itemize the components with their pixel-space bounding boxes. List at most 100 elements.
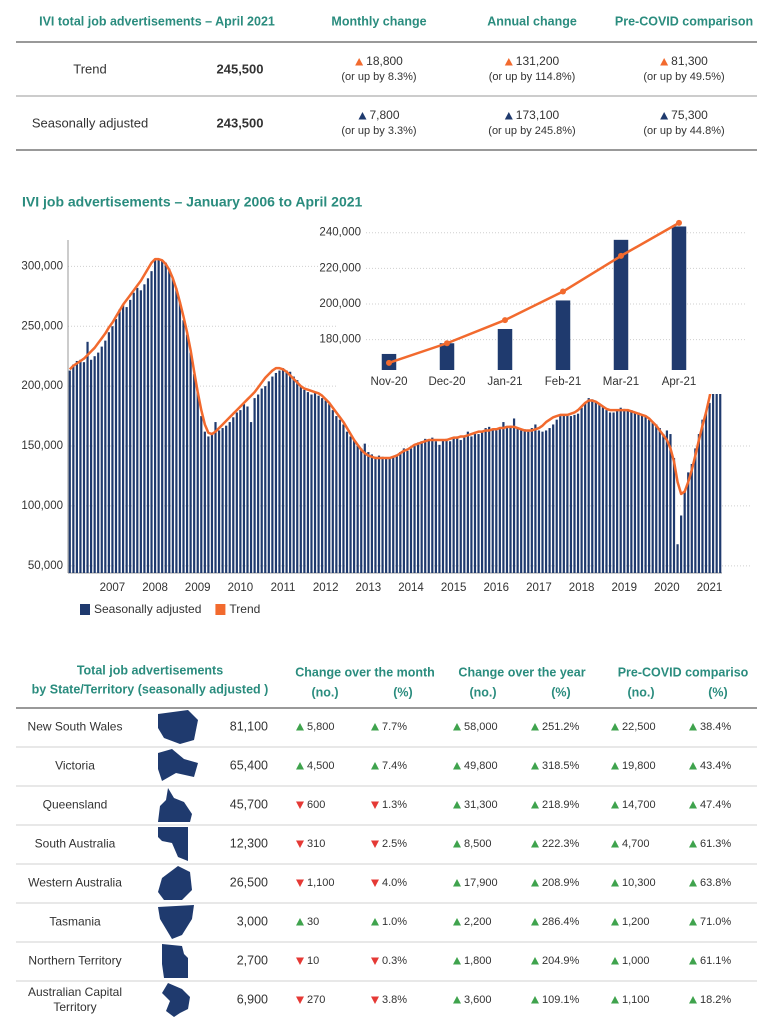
bar bbox=[601, 406, 605, 573]
bar bbox=[217, 430, 221, 573]
bar bbox=[648, 419, 651, 573]
legend-label: Trend bbox=[229, 602, 260, 616]
change-note: (or up by 8.3%) bbox=[341, 71, 416, 83]
bar bbox=[121, 304, 125, 573]
state-change: 14,700 bbox=[622, 799, 656, 811]
y-tick-label: 220,000 bbox=[319, 262, 361, 274]
state-value: 26,500 bbox=[230, 875, 268, 889]
bar bbox=[715, 343, 718, 573]
line-marker bbox=[444, 340, 450, 347]
y-tick-label: 150,000 bbox=[21, 440, 63, 452]
x-tick-label: Nov-20 bbox=[370, 376, 407, 388]
bar bbox=[587, 398, 590, 573]
bar bbox=[409, 448, 413, 573]
state-change: 47.4% bbox=[700, 799, 731, 811]
summary-header: Monthly change bbox=[331, 14, 426, 28]
state-change: 1,800 bbox=[464, 955, 492, 967]
bar bbox=[360, 448, 363, 573]
trend-arrow bbox=[371, 762, 379, 770]
state-change: 10 bbox=[307, 955, 319, 967]
state-value: 45,700 bbox=[230, 797, 268, 811]
bar bbox=[264, 386, 267, 573]
bar bbox=[608, 412, 612, 573]
bar bbox=[242, 404, 246, 573]
state-map bbox=[162, 983, 190, 1017]
trend-arrow bbox=[531, 723, 539, 731]
sub-header: (no.) bbox=[627, 685, 654, 699]
bar bbox=[196, 392, 199, 573]
y-tick-label: 200,000 bbox=[319, 298, 361, 310]
trend-arrow bbox=[660, 112, 669, 120]
trend-arrow bbox=[689, 840, 697, 848]
bar bbox=[680, 515, 683, 573]
bar bbox=[633, 412, 637, 573]
bar bbox=[100, 346, 103, 573]
bar bbox=[292, 376, 295, 573]
bar bbox=[164, 262, 167, 573]
bar bbox=[605, 410, 608, 573]
bar bbox=[431, 437, 434, 573]
bar bbox=[619, 407, 622, 573]
bar bbox=[271, 376, 274, 573]
change-note: (or up by 44.8%) bbox=[643, 125, 724, 137]
state-change: 43.4% bbox=[700, 760, 731, 772]
bar bbox=[299, 386, 302, 573]
bar bbox=[249, 422, 253, 573]
bar bbox=[232, 417, 235, 573]
bar bbox=[594, 401, 597, 573]
y-tick-label: 50,000 bbox=[28, 560, 63, 572]
bar bbox=[671, 226, 687, 370]
state-change: 18.2% bbox=[700, 994, 731, 1006]
bar bbox=[420, 441, 423, 573]
bar bbox=[146, 278, 150, 573]
bar bbox=[491, 430, 494, 573]
bar bbox=[221, 428, 224, 573]
bar bbox=[257, 394, 260, 573]
bar bbox=[345, 431, 349, 573]
bar bbox=[626, 410, 629, 573]
state-change: 61.1% bbox=[700, 955, 731, 967]
trend-arrow bbox=[371, 879, 379, 887]
state-change: 4.0% bbox=[382, 877, 407, 889]
bar bbox=[704, 412, 708, 573]
bar bbox=[541, 431, 544, 573]
trend-arrow bbox=[611, 762, 619, 770]
x-tick-label: 2014 bbox=[398, 582, 424, 594]
bar bbox=[68, 370, 71, 573]
state-change: 251.2% bbox=[542, 721, 580, 733]
x-tick-label: 2013 bbox=[356, 582, 382, 594]
state-change: 1,200 bbox=[622, 916, 650, 928]
y-tick-label: 100,000 bbox=[21, 500, 63, 512]
change-note: (or up by 3.3%) bbox=[341, 125, 416, 137]
x-tick-label: Jan-21 bbox=[487, 376, 522, 388]
line-marker bbox=[560, 288, 566, 295]
bar bbox=[82, 362, 86, 573]
bar bbox=[104, 340, 107, 573]
bar bbox=[171, 278, 174, 573]
trend-arrow bbox=[371, 918, 379, 926]
bar bbox=[86, 341, 89, 573]
bar bbox=[505, 428, 509, 573]
bar bbox=[452, 437, 455, 573]
bar bbox=[338, 419, 342, 573]
state-change: 4,700 bbox=[622, 838, 650, 850]
state-value: 12,300 bbox=[230, 836, 268, 850]
group-header: Pre-COVID compariso bbox=[618, 665, 749, 679]
y-tick-label: 240,000 bbox=[319, 227, 361, 239]
bar bbox=[313, 392, 317, 573]
bar bbox=[143, 284, 146, 573]
change-value: 75,300 bbox=[671, 108, 708, 122]
bar bbox=[662, 434, 665, 573]
trend-arrow bbox=[358, 112, 367, 120]
line-marker bbox=[502, 317, 508, 324]
bar bbox=[640, 414, 644, 573]
bar bbox=[228, 422, 231, 573]
bar bbox=[697, 434, 700, 573]
bar bbox=[495, 430, 498, 573]
bar bbox=[93, 356, 96, 573]
state-change: 30 bbox=[307, 916, 319, 928]
change-value: 7,800 bbox=[369, 108, 399, 122]
trend-arrow bbox=[355, 58, 364, 66]
bar bbox=[445, 438, 448, 573]
bar bbox=[182, 320, 185, 573]
